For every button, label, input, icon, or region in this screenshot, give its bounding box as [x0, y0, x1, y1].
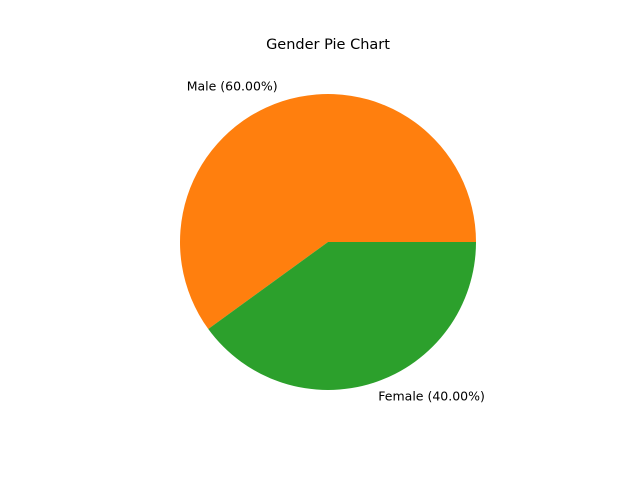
pie-label-female: Female (40.00%)	[378, 388, 485, 403]
pie-slice-female	[208, 242, 476, 390]
pie-labels: Male (60.00%) Female (40.00%)	[187, 79, 485, 404]
pie-slices	[180, 94, 477, 390]
chart-title: Gender Pie Chart	[266, 37, 390, 53]
pie-slice-male	[180, 94, 477, 329]
pie-label-male: Male (60.00%)	[187, 79, 278, 94]
